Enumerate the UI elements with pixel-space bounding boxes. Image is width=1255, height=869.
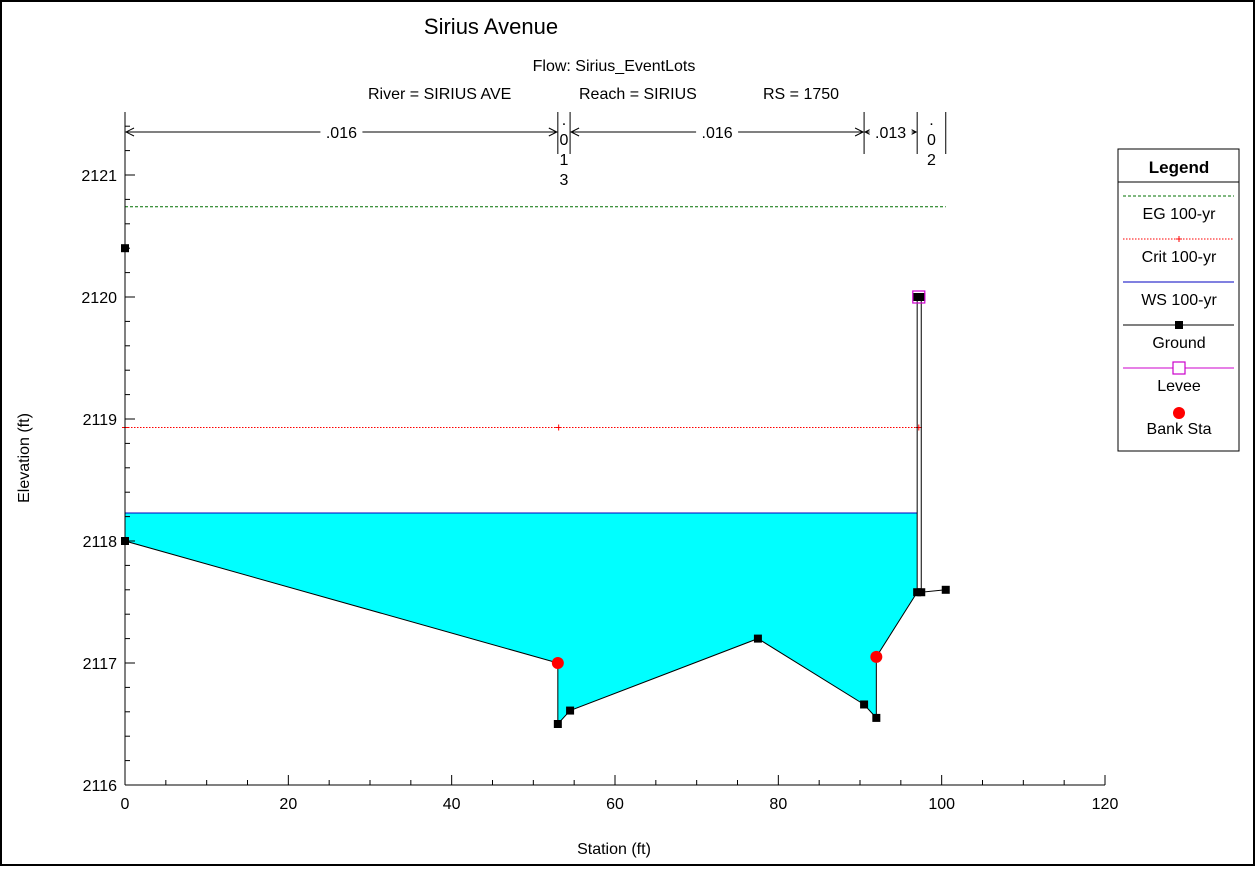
chart-title: Sirius Avenue (424, 14, 558, 39)
y-tick-label: 2121 (81, 168, 117, 185)
legend-entry: Levee (1157, 378, 1201, 395)
ground-point (753, 634, 762, 643)
chart-subtitle: Flow: Sirius_EventLots (533, 58, 696, 75)
mannings-n-label: .013 (875, 125, 906, 142)
bank-station-point (551, 657, 564, 669)
legend: Legend EG 100-yr Crit 100-yr WS 100-yr Grou… (1117, 148, 1240, 452)
ground-point (941, 585, 950, 594)
mannings-n-char: 1 (560, 152, 569, 169)
bank-station-point (870, 650, 883, 663)
y-tick-label: 2117 (83, 656, 118, 673)
legend-entry: WS 100-yr (1141, 292, 1217, 309)
river-label: River = SIRIUS AVE (368, 86, 511, 103)
ground-point (913, 293, 922, 301)
mannings-n-label: .016 (326, 125, 357, 142)
y-tick-label: 2120 (81, 290, 117, 307)
ground-point (913, 588, 922, 597)
x-tick-label: 60 (606, 796, 624, 813)
mannings-n-char: 2 (927, 152, 936, 169)
x-tick-label: 80 (769, 796, 787, 813)
ground-point (860, 700, 869, 709)
x-tick-label: 0 (121, 796, 130, 813)
levee-point (912, 290, 926, 304)
y-axis-label: Elevation (ft) (16, 413, 33, 503)
rs-label: RS = 1750 (763, 86, 839, 103)
legend-marker (1176, 236, 1182, 242)
x-tick-label: 100 (928, 796, 955, 813)
ground-point (872, 713, 881, 722)
mannings-n-char: 3 (560, 172, 569, 189)
mannings-label-bg (320, 122, 363, 142)
mannings-arrowhead (124, 127, 135, 137)
reach-label: Reach = SIRIUS (579, 86, 697, 103)
legend-entry: Bank Sta (1147, 421, 1212, 438)
mannings-n-char: . (562, 112, 566, 129)
mannings-arrowhead (548, 127, 558, 137)
legend-marker (1172, 361, 1186, 375)
legend-box (1117, 148, 1240, 452)
water-area-fill (125, 512, 918, 724)
legend-entry: Ground (1152, 335, 1205, 352)
legend-title: Legend (1149, 158, 1209, 177)
y-tick-label: 2116 (83, 778, 118, 795)
mannings-n-char: 0 (927, 132, 936, 149)
x-tick-label: 40 (443, 796, 461, 813)
y-tick-label: 2119 (83, 412, 118, 429)
x-tick-label: 120 (1092, 796, 1119, 813)
mannings-n-char: . (929, 112, 933, 129)
mannings-arrowhead (854, 127, 865, 137)
mannings-n-label: .016 (702, 125, 733, 142)
mannings-label-bg (696, 122, 739, 142)
mannings-arrowhead (569, 127, 580, 137)
legend-entry: Crit 100-yr (1142, 249, 1217, 266)
y-tick-label: 2118 (83, 534, 118, 551)
ground-point (917, 293, 926, 301)
mannings-label-bg (869, 122, 912, 142)
legend-marker (1173, 407, 1185, 419)
legend-marker (1175, 321, 1183, 329)
crit-point (555, 424, 562, 431)
ground-point (553, 720, 562, 728)
x-axis-label: Station (ft) (577, 841, 651, 858)
legend-entry: EG 100-yr (1143, 206, 1217, 223)
x-tick-label: 20 (279, 796, 297, 813)
ground-point (917, 588, 926, 597)
ground-point (566, 706, 575, 715)
mannings-n-char: 0 (560, 132, 569, 149)
